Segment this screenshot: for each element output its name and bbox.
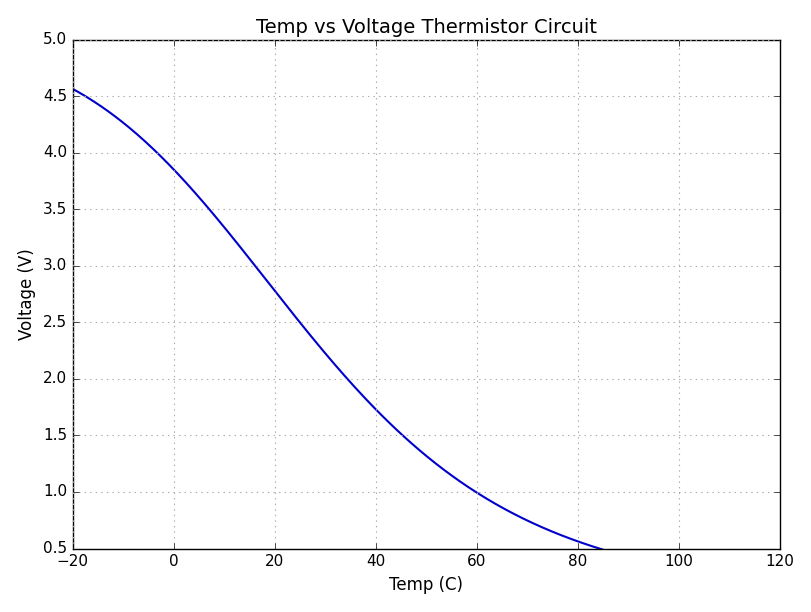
X-axis label: Temp (C): Temp (C) <box>388 576 462 594</box>
Title: Temp vs Voltage Thermistor Circuit: Temp vs Voltage Thermistor Circuit <box>255 18 596 37</box>
Y-axis label: Voltage (V): Voltage (V) <box>18 248 36 340</box>
